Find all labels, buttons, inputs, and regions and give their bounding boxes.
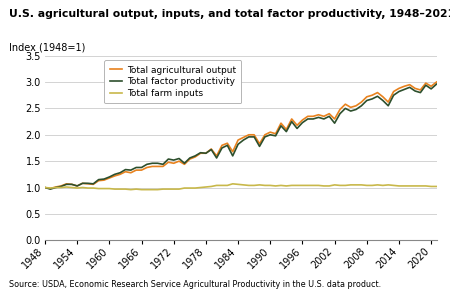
- Total factor productivity: [268, 133, 273, 137]
- Line: Total agricultural output: Total agricultural output: [45, 82, 436, 189]
- Total farm inputs: [230, 182, 235, 185]
- Total agricultural output: [134, 168, 139, 172]
- Total farm inputs: [42, 186, 48, 189]
- Total agricultural output: [176, 159, 182, 163]
- Text: Index (1948=1): Index (1948=1): [9, 42, 86, 52]
- Total agricultural output: [268, 130, 273, 134]
- Total agricultural output: [42, 186, 48, 189]
- Text: Source: USDA, Economic Research Service Agricultural Productivity in the U.S. da: Source: USDA, Economic Research Service …: [9, 280, 381, 289]
- Legend: Total agricultural output, Total factor productivity, Total farm inputs: Total agricultural output, Total factor …: [104, 60, 242, 103]
- Text: U.S. agricultural output, inputs, and total factor productivity, 1948–2021: U.S. agricultural output, inputs, and to…: [9, 9, 450, 19]
- Total farm inputs: [128, 188, 134, 191]
- Line: Total farm inputs: Total farm inputs: [45, 184, 436, 190]
- Total agricultural output: [401, 84, 407, 88]
- Total agricultural output: [48, 187, 53, 190]
- Total agricultural output: [434, 80, 439, 84]
- Total factor productivity: [128, 168, 134, 172]
- Total factor productivity: [134, 166, 139, 169]
- Total factor productivity: [48, 187, 53, 191]
- Total factor productivity: [401, 88, 407, 91]
- Line: Total factor productivity: Total factor productivity: [45, 84, 436, 189]
- Total factor productivity: [434, 82, 439, 86]
- Total farm inputs: [123, 187, 128, 191]
- Total farm inputs: [434, 185, 439, 188]
- Total farm inputs: [134, 187, 139, 191]
- Total agricultural output: [262, 133, 268, 137]
- Total farm inputs: [407, 184, 412, 188]
- Total agricultural output: [128, 171, 134, 175]
- Total factor productivity: [262, 135, 268, 139]
- Total farm inputs: [268, 184, 273, 187]
- Total factor productivity: [42, 186, 48, 189]
- Total farm inputs: [273, 184, 278, 188]
- Total farm inputs: [176, 187, 182, 191]
- Total factor productivity: [176, 157, 182, 160]
